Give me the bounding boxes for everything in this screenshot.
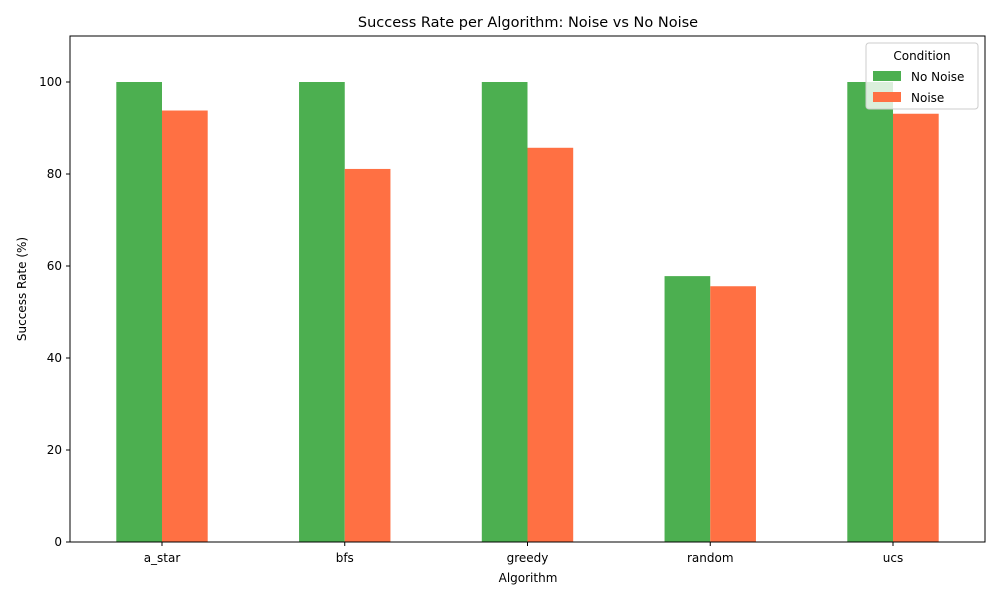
bar-no-noise-bfs (299, 82, 345, 542)
legend-swatch-no-noise (873, 71, 901, 81)
y-axis-label: Success Rate (%) (15, 237, 29, 341)
bar-noise-ucs (893, 113, 939, 543)
bar-no-noise-greedy (481, 82, 528, 542)
legend-label-no-noise: No Noise (911, 70, 964, 84)
y-tick-label: 60 (47, 259, 62, 273)
legend: Condition No Noise Noise (865, 42, 979, 110)
y-axis: 0 20 40 60 80 100 (39, 75, 70, 549)
y-tick-label: 100 (39, 75, 62, 89)
legend-label-noise: Noise (911, 91, 944, 105)
bar-no-noise-random (664, 276, 711, 542)
bar-noise-bfs (344, 168, 391, 542)
y-tick-label: 0 (54, 535, 62, 549)
y-tick-label: 40 (47, 351, 62, 365)
bar-no-noise-ucs (847, 82, 893, 542)
bars-group (116, 82, 939, 543)
legend-swatch-noise (873, 92, 901, 102)
bar-noise-greedy (527, 147, 574, 542)
bar-noise-random (710, 286, 756, 542)
x-tick-label-greedy: greedy (507, 551, 549, 565)
bar-no-noise-a_star (116, 82, 162, 542)
x-axis-label: Algorithm (499, 571, 558, 585)
x-tick-label-random: random (687, 551, 734, 565)
x-axis: a_star bfs greedy random ucs (144, 542, 903, 565)
plot-frame (69, 35, 986, 543)
x-tick-label-a_star: a_star (144, 551, 181, 565)
legend-title: Condition (893, 49, 950, 63)
chart-title: Success Rate per Algorithm: Noise vs No … (358, 15, 698, 31)
x-tick-label-bfs: bfs (336, 551, 354, 565)
y-tick-label: 20 (47, 443, 62, 457)
bar-noise-a_star (162, 110, 208, 543)
y-tick-label: 80 (47, 167, 62, 181)
x-tick-label-ucs: ucs (883, 551, 903, 565)
